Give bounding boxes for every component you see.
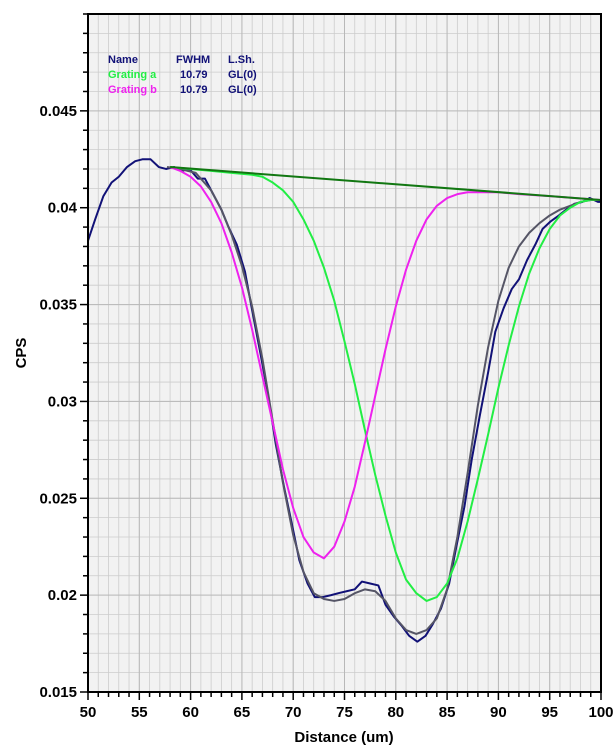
y-tick-labels: 0.015 0.02 0.025 0.03 0.035 0.04 0.045 bbox=[39, 103, 77, 701]
legend-row-fwhm: 10.79 bbox=[180, 69, 208, 81]
series-line-grating-a bbox=[169, 166, 601, 602]
y-tick-label: 0.025 bbox=[39, 490, 77, 507]
x-tick-label: 90 bbox=[490, 704, 507, 721]
x-tick-label: 70 bbox=[285, 704, 302, 721]
x-tick-label: 75 bbox=[336, 704, 353, 721]
x-tick-label: 65 bbox=[234, 704, 251, 721]
x-tick-label: 80 bbox=[387, 704, 404, 721]
y-tick-label: 0.035 bbox=[39, 297, 77, 314]
legend-row-name: Grating b bbox=[108, 84, 157, 96]
axis-ticks bbox=[80, 13, 602, 700]
y-axis-title: CPS bbox=[13, 338, 30, 369]
x-axis-title: Distance (um) bbox=[294, 729, 393, 746]
x-tick-label: 50 bbox=[80, 704, 97, 721]
y-tick-label: 0.045 bbox=[39, 103, 77, 120]
series-layer bbox=[87, 158, 602, 643]
legend: Name FWHM L.Sh. Grating a 10.79 GL(0) Gr… bbox=[108, 54, 257, 96]
x-tick-label: 85 bbox=[439, 704, 456, 721]
x-tick-label: 60 bbox=[182, 704, 199, 721]
legend-row-name: Grating a bbox=[108, 69, 157, 81]
legend-header-lsh: L.Sh. bbox=[228, 54, 255, 66]
legend-row-lsh: GL(0) bbox=[228, 69, 257, 81]
y-tick-label: 0.03 bbox=[48, 393, 77, 410]
series-line-fit-envelope bbox=[166, 166, 601, 635]
x-tick-labels: 50 55 60 65 70 75 80 85 90 95 100 bbox=[80, 704, 614, 721]
legend-row-fwhm: 10.79 bbox=[180, 84, 208, 96]
x-tick-label: 95 bbox=[541, 704, 558, 721]
legend-row-lsh: GL(0) bbox=[228, 84, 257, 96]
legend-header-fwhm: FWHM bbox=[176, 54, 210, 66]
x-tick-label: 100 bbox=[588, 704, 613, 721]
y-tick-label: 0.015 bbox=[39, 684, 77, 701]
x-tick-label: 55 bbox=[131, 704, 148, 721]
series-line-grating-b bbox=[169, 166, 602, 560]
y-tick-label: 0.04 bbox=[48, 200, 78, 217]
series-line-baseline bbox=[170, 166, 602, 201]
y-tick-label: 0.02 bbox=[48, 587, 77, 604]
legend-header-name: Name bbox=[108, 54, 138, 66]
